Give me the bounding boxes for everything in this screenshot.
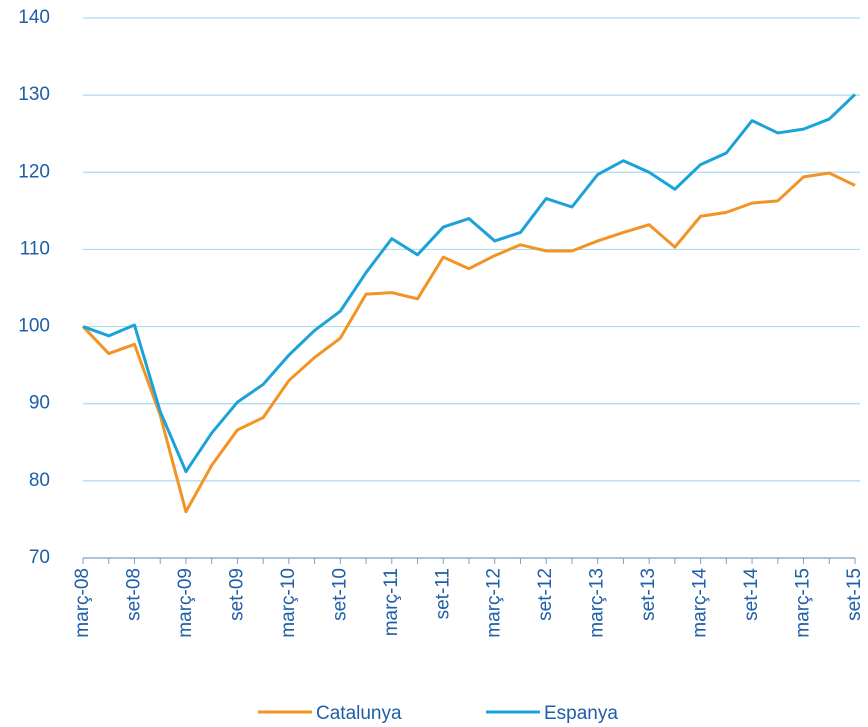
- x-tick-label: març-14: [690, 568, 711, 638]
- x-tick-label: març-15: [793, 568, 814, 638]
- y-tick-label: 100: [18, 316, 50, 337]
- series-line: [82, 93, 857, 474]
- legend-label: Espanya: [544, 703, 618, 724]
- x-tick-label: març-12: [484, 568, 505, 638]
- x-tick-label: set-11: [432, 568, 453, 619]
- series-line: [81, 171, 856, 514]
- x-tick-label: set-13: [638, 568, 659, 621]
- x-tick-label: març-09: [175, 568, 196, 638]
- x-tick-label: març-08: [72, 568, 93, 638]
- x-tick-label: set-09: [226, 568, 247, 621]
- x-tick-label: set-08: [123, 568, 144, 621]
- y-tick-label: 70: [29, 547, 50, 568]
- x-tick-label: març-13: [587, 568, 608, 638]
- x-tick-label: set-14: [741, 568, 762, 621]
- y-tick-label: 110: [20, 238, 50, 259]
- y-tick-label: 90: [29, 393, 50, 414]
- y-tick-label: 140: [18, 7, 50, 28]
- x-tick-label: set-10: [329, 568, 350, 621]
- x-tick-label: set-12: [535, 568, 556, 621]
- y-tick-label: 80: [29, 470, 50, 491]
- y-tick-label: 120: [18, 161, 50, 182]
- x-tick-label: març-10: [278, 568, 299, 638]
- x-tick-label: març-11: [381, 568, 402, 636]
- x-tick-label: set-15: [844, 568, 865, 621]
- y-tick-label: 130: [18, 84, 50, 105]
- legend-label: Catalunya: [316, 703, 402, 724]
